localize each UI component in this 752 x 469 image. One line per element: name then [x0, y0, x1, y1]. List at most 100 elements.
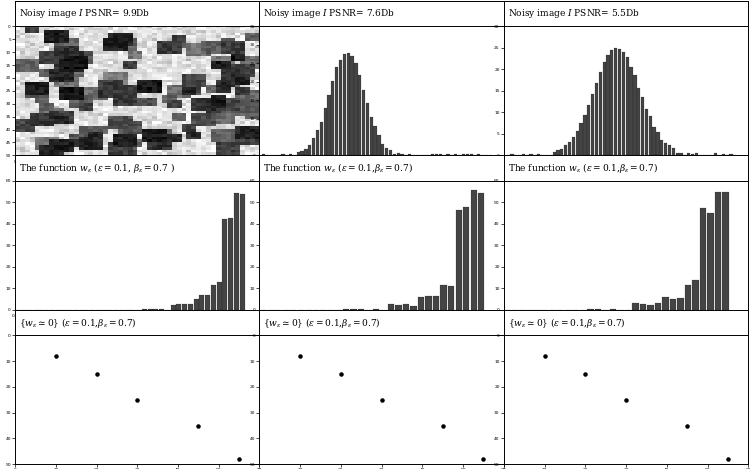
Bar	[529, 154, 532, 155]
Bar	[700, 208, 706, 310]
Bar	[679, 153, 683, 155]
Bar	[708, 213, 714, 310]
Bar	[633, 75, 636, 155]
Bar	[171, 304, 176, 310]
Bar	[347, 53, 350, 155]
Point	[722, 455, 734, 463]
Bar	[456, 210, 462, 310]
Point	[538, 352, 550, 360]
Bar	[147, 309, 153, 310]
Text: $\{w_\varepsilon \simeq 0\}$ ($\varepsilon = 0.1$,$\beta_\varepsilon = 0.7$): $\{w_\varepsilon \simeq 0\}$ ($\varepsil…	[508, 316, 625, 330]
Bar	[354, 63, 357, 155]
Bar	[715, 192, 721, 310]
Bar	[564, 145, 567, 155]
Bar	[393, 154, 396, 155]
Bar	[339, 60, 342, 155]
Bar	[599, 72, 602, 155]
Bar	[640, 304, 646, 310]
Bar	[575, 131, 579, 155]
Bar	[323, 108, 327, 155]
Bar	[343, 54, 346, 155]
Bar	[463, 207, 469, 310]
Bar	[316, 130, 319, 155]
Bar	[441, 285, 447, 310]
Bar	[396, 305, 402, 310]
Bar	[560, 149, 563, 155]
Point	[294, 352, 306, 360]
Bar	[653, 127, 656, 155]
Bar	[622, 52, 625, 155]
Bar	[678, 298, 684, 310]
Point	[335, 370, 347, 378]
Bar	[610, 309, 616, 310]
Bar	[610, 50, 614, 155]
Point	[681, 422, 693, 429]
Bar	[439, 154, 442, 155]
Bar	[301, 151, 304, 155]
Bar	[511, 154, 514, 155]
Bar	[602, 62, 606, 155]
Bar	[431, 154, 435, 155]
Bar	[618, 48, 621, 155]
Bar	[418, 297, 424, 310]
Point	[50, 352, 62, 360]
Bar	[522, 154, 525, 155]
Bar	[595, 83, 598, 155]
Bar	[685, 285, 691, 310]
Bar	[687, 153, 690, 155]
Bar	[584, 115, 587, 155]
Bar	[606, 55, 610, 155]
Bar	[572, 137, 575, 155]
Bar	[381, 144, 384, 155]
Bar	[626, 57, 629, 155]
Bar	[629, 67, 632, 155]
Bar	[362, 90, 365, 155]
Text: Noisy image $I$ PSNR= 7.6Db: Noisy image $I$ PSNR= 7.6Db	[263, 7, 395, 20]
Bar	[637, 88, 641, 155]
Bar	[426, 295, 432, 310]
Bar	[194, 299, 199, 310]
Point	[375, 396, 388, 403]
Bar	[656, 132, 660, 155]
Bar	[403, 304, 409, 310]
Bar	[649, 116, 652, 155]
Bar	[644, 109, 648, 155]
Bar	[389, 151, 392, 155]
Point	[620, 396, 632, 403]
Bar	[327, 95, 331, 155]
Text: $\{w_\varepsilon \simeq 0\}$ ($\varepsilon = 0.1$,$\beta_\varepsilon = 0.7$): $\{w_\varepsilon \simeq 0\}$ ($\varepsil…	[263, 316, 381, 330]
Bar	[553, 152, 556, 155]
Bar	[400, 154, 404, 155]
Bar	[408, 154, 411, 155]
Bar	[478, 154, 481, 155]
Bar	[205, 295, 210, 310]
Text: $\{w_\varepsilon \simeq 0\}$ ($\varepsilon = 0.1$,$\beta_\varepsilon = 0.7$): $\{w_\varepsilon \simeq 0\}$ ($\varepsil…	[19, 316, 136, 330]
Text: Noisy image $I$ PSNR= 5.5Db: Noisy image $I$ PSNR= 5.5Db	[508, 7, 640, 20]
Bar	[331, 81, 335, 155]
Bar	[668, 145, 671, 155]
Point	[193, 422, 205, 429]
Bar	[478, 193, 484, 310]
Bar	[305, 149, 308, 155]
Bar	[729, 154, 732, 155]
Text: The function $w_\varepsilon$ ($\varepsilon = 0.1$,$\beta_\varepsilon = 0.7$): The function $w_\varepsilon$ ($\varepsil…	[263, 161, 413, 175]
Bar	[693, 280, 699, 310]
Bar	[335, 68, 338, 155]
Bar	[350, 56, 353, 155]
Bar	[580, 123, 583, 155]
Bar	[188, 304, 193, 310]
Bar	[234, 193, 239, 310]
Bar	[217, 282, 222, 310]
Bar	[378, 136, 381, 155]
Bar	[660, 140, 663, 155]
Bar	[568, 143, 572, 155]
Bar	[448, 286, 454, 310]
Bar	[358, 309, 364, 310]
Bar	[385, 148, 388, 155]
Bar	[695, 153, 698, 155]
Point	[233, 455, 245, 463]
Bar	[641, 97, 644, 155]
Bar	[358, 75, 362, 155]
Bar	[722, 154, 725, 155]
Bar	[663, 297, 669, 310]
